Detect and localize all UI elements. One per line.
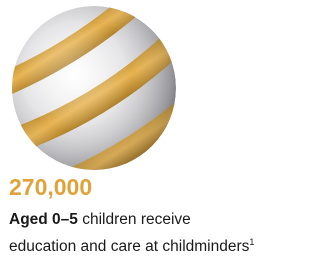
headline-number: 270,000	[9, 174, 92, 201]
description-line2: education and care at childminders	[9, 238, 249, 255]
description-bold: Aged 0–5	[9, 211, 78, 228]
description-line1: children receive	[82, 211, 191, 228]
infographic: 270,000 Aged 0–5 children receive educat…	[0, 0, 304, 261]
footnote-marker: 1	[249, 237, 254, 247]
ball-illustration	[0, 0, 190, 174]
description: Aged 0–5 children receive education and …	[9, 208, 254, 258]
